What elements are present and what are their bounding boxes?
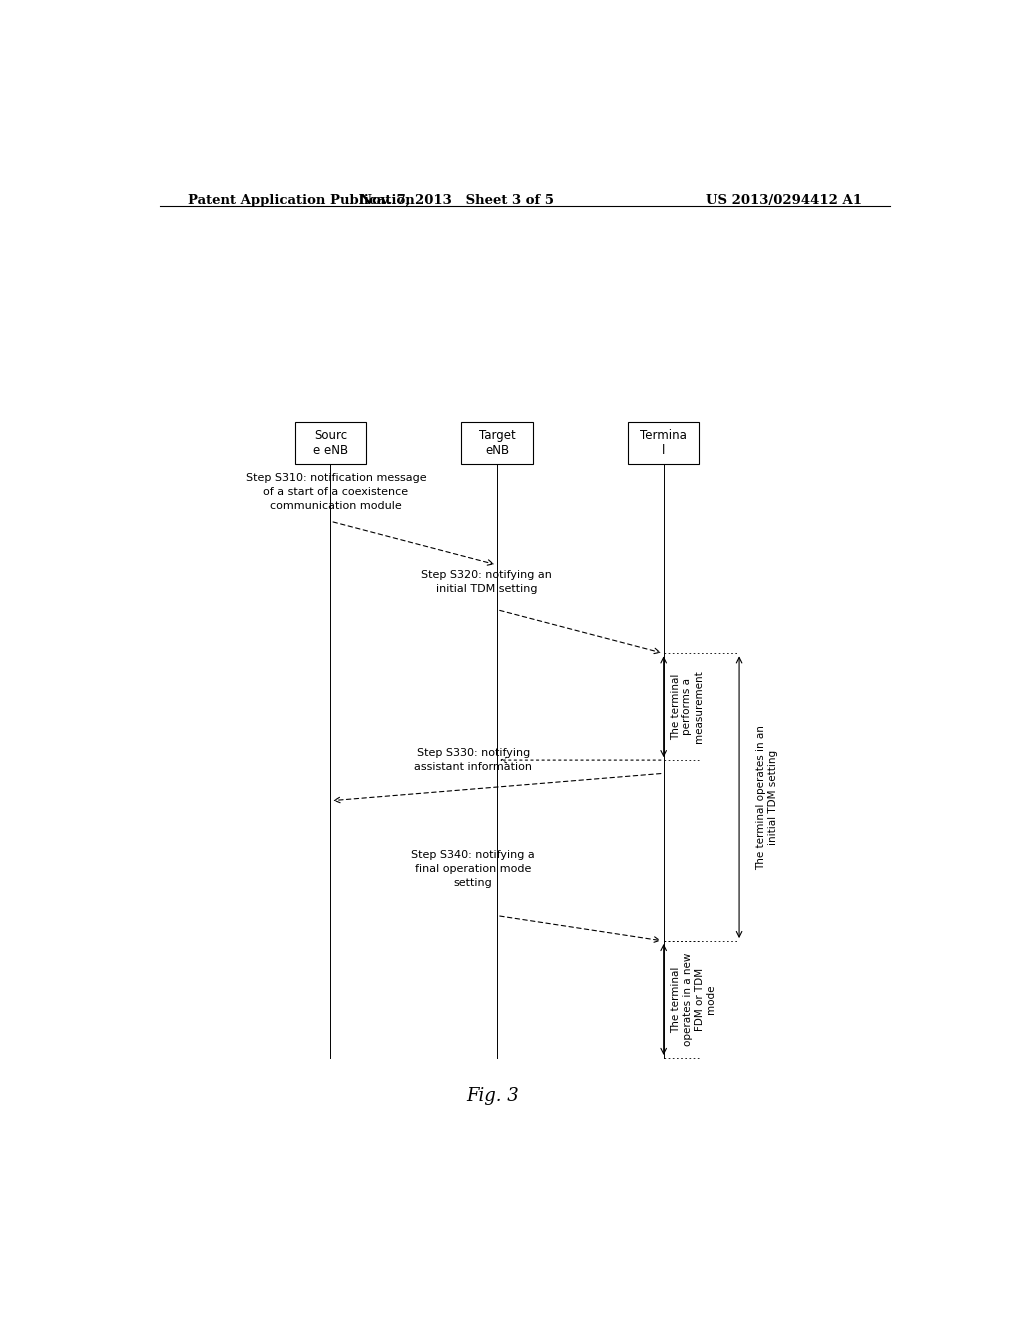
Text: Patent Application Publication: Patent Application Publication (187, 194, 415, 207)
Text: Termina
l: Termina l (640, 429, 687, 457)
Text: The terminal
operates in a new
FDM or TDM
mode: The terminal operates in a new FDM or TD… (672, 953, 716, 1047)
Text: The terminal
performs a
measurement: The terminal performs a measurement (671, 671, 705, 743)
Bar (462, 421, 532, 465)
Text: Step S320: notifying an
initial TDM setting: Step S320: notifying an initial TDM sett… (421, 570, 552, 594)
Text: US 2013/0294412 A1: US 2013/0294412 A1 (707, 194, 862, 207)
Bar (295, 421, 367, 465)
Text: Step S340: notifying a
final operation mode
setting: Step S340: notifying a final operation m… (412, 850, 536, 887)
Text: Fig. 3: Fig. 3 (467, 1086, 519, 1105)
Bar (628, 421, 699, 465)
Text: Sourc
e eNB: Sourc e eNB (312, 429, 348, 457)
Text: Step S310: notification message
of a start of a coexistence
communication module: Step S310: notification message of a sta… (246, 474, 426, 511)
Text: Step S330: notifying
assistant information: Step S330: notifying assistant informati… (415, 748, 532, 772)
Text: Target
eNB: Target eNB (478, 429, 515, 457)
Text: The terminal operates in an
initial TDM setting: The terminal operates in an initial TDM … (756, 725, 777, 870)
Text: Nov. 7, 2013   Sheet 3 of 5: Nov. 7, 2013 Sheet 3 of 5 (360, 194, 554, 207)
